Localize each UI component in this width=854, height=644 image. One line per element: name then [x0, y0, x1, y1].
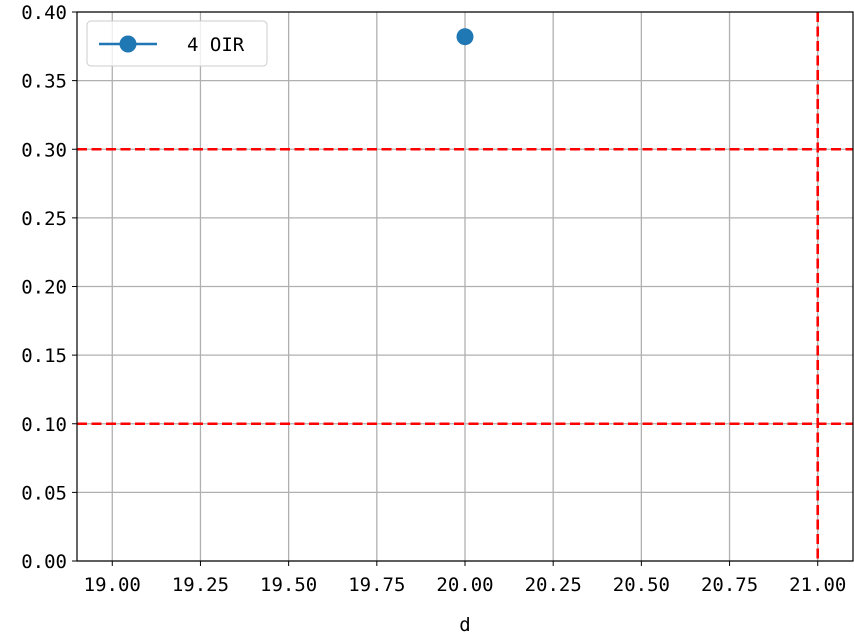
y-tick-label: 0.15	[21, 345, 67, 367]
x-tick-label: 20.25	[525, 574, 582, 596]
legend-dot-marker	[119, 35, 137, 53]
x-tick-label: 19.50	[260, 574, 317, 596]
y-tick-label: 0.40	[21, 2, 67, 24]
x-tick-label: 19.75	[348, 574, 405, 596]
x-tick-label: 19.25	[172, 574, 229, 596]
data-point	[456, 28, 474, 46]
x-tick-label: 20.00	[436, 574, 493, 596]
y-tick-label: 0.25	[21, 208, 67, 230]
reference-lines	[77, 12, 853, 561]
x-tick-label: 19.00	[84, 574, 141, 596]
x-tick-label: 20.75	[701, 574, 758, 596]
y-tick-label: 0.05	[21, 482, 67, 504]
legend-box	[86, 20, 268, 67]
data-points	[456, 28, 474, 46]
x-tick-label: 20.50	[613, 574, 670, 596]
x-axis-label: d	[459, 614, 470, 636]
x-axis-ticks: 19.00 19.25 19.50 19.75 20.00 20.25 20.50 20.75…	[84, 561, 846, 596]
legend-entry-label: 4 OIR	[187, 34, 245, 56]
y-axis-ticks: 0.00 0.05 0.10 0.15 0.20 0.25 0.30 0.35 0.40	[21, 2, 77, 573]
y-tick-label: 0.20	[21, 277, 67, 299]
y-tick-label: 0.00	[21, 551, 67, 573]
legend: 4 OIR	[86, 20, 268, 67]
y-tick-label: 0.30	[21, 139, 67, 161]
x-tick-label: 21.00	[789, 574, 846, 596]
y-tick-label: 0.10	[21, 414, 67, 436]
y-tick-label: 0.35	[21, 71, 67, 93]
